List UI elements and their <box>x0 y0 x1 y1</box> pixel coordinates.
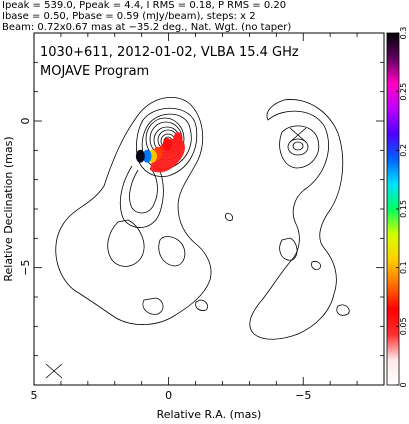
colorbar-tick-label: 0.25 <box>399 83 408 101</box>
polarized-intensity-patch <box>135 132 185 173</box>
contour-lines <box>45 97 350 379</box>
x-tick-label: 0 <box>165 389 172 402</box>
colorbar-tick-label: 0 <box>399 382 408 387</box>
polarized-blob <box>150 138 185 173</box>
colorbar: 0 0.05 0.1 0.15 0.2 0.25 0.3 <box>386 27 408 388</box>
colorbar-tick-label: 0.1 <box>399 261 408 274</box>
header-line-2: Ibase = 0.50, Pbase = 0.59 (mJy/beam), s… <box>2 11 256 22</box>
polarized-point <box>173 132 183 146</box>
chart-subtitle: MOJAVE Program <box>40 64 149 79</box>
header-line-3: Beam: 0.72x0.67 mas at −35.2 deg., Nat. … <box>2 22 292 33</box>
x-tick-label: 5 <box>31 389 38 402</box>
colorbar-tick-label: 0.3 <box>399 27 408 40</box>
colorbar-tick-label: 0.15 <box>399 200 408 218</box>
y-axis-label: Relative Declination (mas) <box>2 136 15 281</box>
chart-title: 1030+611, 2012-01-02, VLBA 15.4 GHz <box>40 45 299 60</box>
x-axis-label: Relative R.A. (mas) <box>157 408 262 421</box>
header-line-1: Ipeak = 539.0, Ppeak = 4.4, I RMS = 0.18… <box>2 0 287 11</box>
polarized-point <box>162 137 172 151</box>
x-tick-label: −5 <box>295 389 311 402</box>
plot-frame <box>33 32 385 386</box>
y-tick-label: −5 <box>19 260 32 276</box>
polarized-point <box>142 149 152 163</box>
colorbar-tick-label: 0.2 <box>399 144 408 157</box>
axis-ticks: 5 0 −5 0 −5 <box>19 32 385 402</box>
colorbar-tick-label: 0.05 <box>399 317 408 335</box>
polarized-point <box>135 149 145 163</box>
y-tick-label: 0 <box>19 118 32 125</box>
